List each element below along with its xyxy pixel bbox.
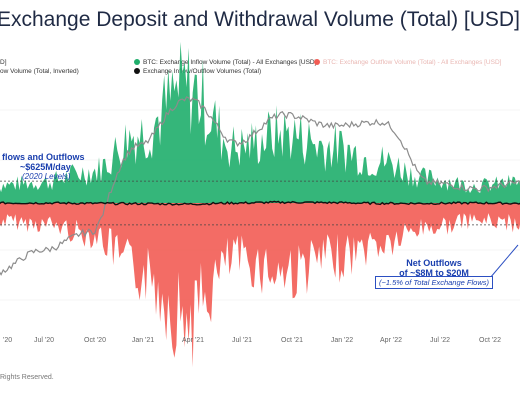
outflow-dot-icon	[314, 59, 320, 65]
legend-netflow: Exchange Inflow/Outflow Volumes (Total)	[143, 68, 262, 75]
annotation-left-line2: ~$625M/day	[20, 162, 71, 172]
annotation-right-line2: of ~$8M to $20M	[399, 268, 469, 278]
legend-inflow: BTC: Exchange Inflow Volume (Total) - Al…	[143, 59, 317, 66]
legend-left-bottom: ow Volume (Total, Inverted)	[0, 68, 79, 75]
annotation-left: flows and Outflows ~$625M/day (2020 Leve…	[0, 152, 140, 181]
x-tick-label: Oct '21	[281, 337, 303, 344]
x-tick-label: '20	[3, 337, 12, 344]
x-tick-label: Jul '22	[430, 337, 450, 344]
netflow-line	[0, 200, 520, 206]
legend-outflow: BTC: Exchange Outflow Volume (Total) - A…	[323, 59, 502, 66]
outflow-area	[0, 203, 520, 368]
annotation-right-line1: Net Outflows	[406, 258, 462, 268]
annotation-left-line3: (2020 Levels)	[22, 172, 71, 181]
inflow-dot-icon	[134, 59, 140, 65]
x-tick-label: Jan '21	[132, 337, 154, 344]
annotation-right-line3: (~1.5% of Total Exchange Flows)	[375, 276, 493, 289]
page-title: Exchange Deposit and Withdrawal Volume (…	[0, 8, 520, 31]
x-tick-label: Apr '21	[182, 337, 204, 344]
chart: '20 Jul '20 Oct '20 Jan '21 Apr '21 Jul '21 Oc…	[0, 41, 520, 368]
x-tick-label: Apr '22	[380, 337, 402, 344]
legend-center: BTC: Exchange Inflow Volume (Total) - Al…	[134, 58, 316, 76]
x-tick-label: Jan '22	[331, 337, 353, 344]
right-annotation-arrow	[489, 244, 519, 279]
footer: Rights Reserved.	[0, 374, 54, 381]
netflow-dot-icon	[134, 68, 140, 74]
legend-right: BTC: Exchange Outflow Volume (Total) - A…	[314, 58, 501, 67]
x-tick-label: Jul '21	[232, 337, 252, 344]
x-tick-label: Oct '22	[479, 337, 501, 344]
annotation-right: Net Outflows of ~$8M to $20M (~1.5% of T…	[374, 258, 494, 289]
price-line	[0, 96, 520, 276]
legend-left-top: D]	[0, 59, 7, 66]
legend-left: D] ow Volume (Total, Inverted)	[0, 58, 79, 76]
x-tick-label: Jul '20	[34, 337, 54, 344]
inflow-area	[0, 41, 520, 203]
x-axis: '20 Jul '20 Oct '20 Jan '21 Apr '21 Jul '21 Oc…	[3, 337, 501, 344]
x-tick-label: Oct '20	[84, 337, 106, 344]
annotation-left-line1: flows and Outflows	[2, 152, 85, 162]
